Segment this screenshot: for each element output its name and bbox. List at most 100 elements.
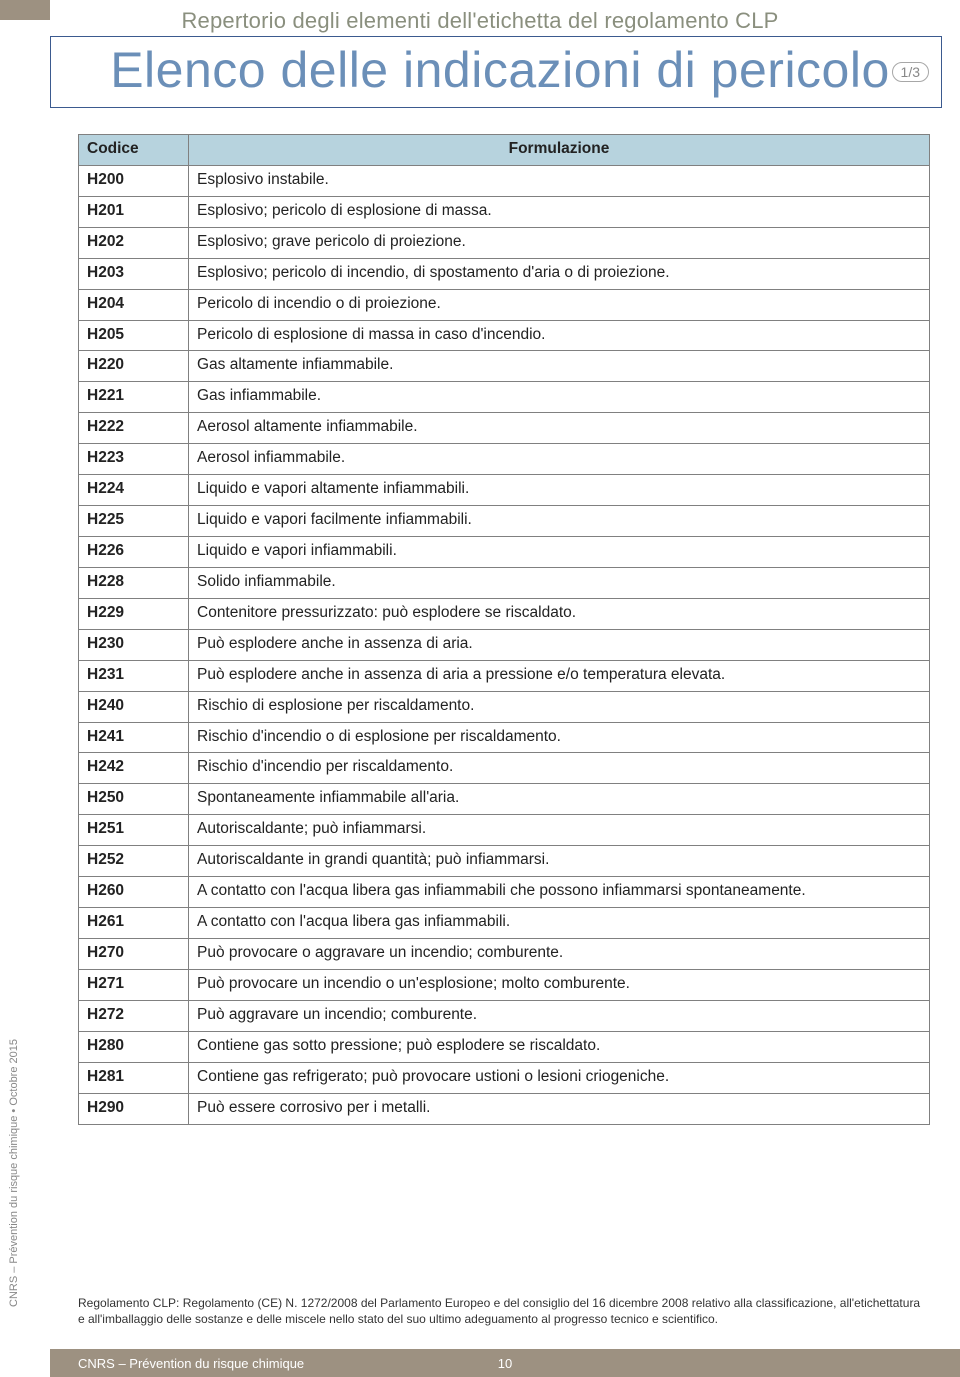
cell-code: H231 <box>79 660 189 691</box>
cell-code: H203 <box>79 258 189 289</box>
cell-formulation: Liquido e vapori facilmente infiammabili… <box>189 506 930 537</box>
cell-formulation: Pericolo di incendio o di proiezione. <box>189 289 930 320</box>
table-row: H225Liquido e vapori facilmente infiamma… <box>79 506 930 537</box>
cell-code: H250 <box>79 784 189 815</box>
header: Repertorio degli elementi dell'etichetta… <box>0 0 960 108</box>
side-credit: CNRS – Prévention du risque chimique • O… <box>8 1039 20 1307</box>
cell-formulation: A contatto con l'acqua libera gas infiam… <box>189 908 930 939</box>
table-row: H202Esplosivo; grave pericolo di proiezi… <box>79 227 930 258</box>
page-badge: 1/3 <box>892 62 929 82</box>
table-row: H223Aerosol infiammabile. <box>79 444 930 475</box>
table-row: H241Rischio d'incendio o di esplosione p… <box>79 722 930 753</box>
table-row: H221Gas infiammabile. <box>79 382 930 413</box>
cell-formulation: A contatto con l'acqua libera gas infiam… <box>189 877 930 908</box>
cell-code: H240 <box>79 691 189 722</box>
table-row: H204Pericolo di incendio o di proiezione… <box>79 289 930 320</box>
cell-formulation: Esplosivo instabile. <box>189 165 930 196</box>
table-row: H222Aerosol altamente infiammabile. <box>79 413 930 444</box>
pretitle: Repertorio degli elementi dell'etichetta… <box>0 8 960 34</box>
table-row: H229Contenitore pressurizzato: può esplo… <box>79 598 930 629</box>
cell-code: H221 <box>79 382 189 413</box>
cell-formulation: Esplosivo; grave pericolo di proiezione. <box>189 227 930 258</box>
cell-code: H280 <box>79 1031 189 1062</box>
cell-formulation: Può aggravare un incendio; comburente. <box>189 1000 930 1031</box>
cell-formulation: Liquido e vapori infiammabili. <box>189 536 930 567</box>
table-row: H224Liquido e vapori altamente infiammab… <box>79 475 930 506</box>
footnote: Regolamento CLP: Regolamento (CE) N. 127… <box>78 1295 930 1327</box>
cell-formulation: Liquido e vapori altamente infiammabili. <box>189 475 930 506</box>
cell-code: H204 <box>79 289 189 320</box>
title-bar: Elenco delle indicazioni di pericolo 1/3 <box>50 36 942 108</box>
cell-code: H223 <box>79 444 189 475</box>
table-row: H200Esplosivo instabile. <box>79 165 930 196</box>
col-header-formulation: Formulazione <box>189 135 930 166</box>
table-row: H251Autoriscaldante; può infiammarsi. <box>79 815 930 846</box>
cell-formulation: Gas infiammabile. <box>189 382 930 413</box>
cell-formulation: Contiene gas refrigerato; può provocare … <box>189 1062 930 1093</box>
cell-formulation: Può provocare un incendio o un'esplosion… <box>189 969 930 1000</box>
table-wrap: Codice Formulazione H200Esplosivo instab… <box>78 134 930 1125</box>
cell-code: H251 <box>79 815 189 846</box>
cell-code: H202 <box>79 227 189 258</box>
cell-formulation: Può esplodere anche in assenza di aria a… <box>189 660 930 691</box>
table-row: H290Può essere corrosivo per i metalli. <box>79 1093 930 1124</box>
cell-formulation: Rischio d'incendio per riscaldamento. <box>189 753 930 784</box>
cell-formulation: Può esplodere anche in assenza di aria. <box>189 629 930 660</box>
cell-code: H201 <box>79 196 189 227</box>
cell-code: H271 <box>79 969 189 1000</box>
cell-code: H228 <box>79 567 189 598</box>
cell-code: H226 <box>79 536 189 567</box>
table-row: H231Può esplodere anche in assenza di ar… <box>79 660 930 691</box>
cell-code: H270 <box>79 938 189 969</box>
cell-formulation: Autoriscaldante; può infiammarsi. <box>189 815 930 846</box>
cell-code: H242 <box>79 753 189 784</box>
cell-code: H229 <box>79 598 189 629</box>
table-row: H271Può provocare un incendio o un'esplo… <box>79 969 930 1000</box>
table-row: H205Pericolo di esplosione di massa in c… <box>79 320 930 351</box>
cell-formulation: Contenitore pressurizzato: può esplodere… <box>189 598 930 629</box>
table-row: H226Liquido e vapori infiammabili. <box>79 536 930 567</box>
cell-formulation: Aerosol altamente infiammabile. <box>189 413 930 444</box>
cell-formulation: Contiene gas sotto pressione; può esplod… <box>189 1031 930 1062</box>
cell-formulation: Rischio d'incendio o di esplosione per r… <box>189 722 930 753</box>
table-row: H252Autoriscaldante in grandi quantità; … <box>79 846 930 877</box>
cell-code: H222 <box>79 413 189 444</box>
table-row: H260A contatto con l'acqua libera gas in… <box>79 877 930 908</box>
cell-formulation: Aerosol infiammabile. <box>189 444 930 475</box>
table-row: H228Solido infiammabile. <box>79 567 930 598</box>
cell-code: H290 <box>79 1093 189 1124</box>
cell-formulation: Pericolo di esplosione di massa in caso … <box>189 320 930 351</box>
table-row: H261A contatto con l'acqua libera gas in… <box>79 908 930 939</box>
table-row: H272Può aggravare un incendio; comburent… <box>79 1000 930 1031</box>
table-row: H250Spontaneamente infiammabile all'aria… <box>79 784 930 815</box>
cell-formulation: Esplosivo; pericolo di incendio, di spos… <box>189 258 930 289</box>
cell-formulation: Può provocare o aggravare un incendio; c… <box>189 938 930 969</box>
cell-formulation: Autoriscaldante in grandi quantità; può … <box>189 846 930 877</box>
footer-text: CNRS – Prévention du risque chimique <box>78 1356 304 1371</box>
table-row: H220Gas altamente infiammabile. <box>79 351 930 382</box>
cell-code: H205 <box>79 320 189 351</box>
table-row: H270Può provocare o aggravare un incendi… <box>79 938 930 969</box>
cell-formulation: Gas altamente infiammabile. <box>189 351 930 382</box>
cell-code: H260 <box>79 877 189 908</box>
cell-formulation: Spontaneamente infiammabile all'aria. <box>189 784 930 815</box>
table-row: H242Rischio d'incendio per riscaldamento… <box>79 753 930 784</box>
cell-code: H241 <box>79 722 189 753</box>
table-row: H281Contiene gas refrigerato; può provoc… <box>79 1062 930 1093</box>
table-row: H201Esplosivo; pericolo di esplosione di… <box>79 196 930 227</box>
table-row: H240Rischio di esplosione per riscaldame… <box>79 691 930 722</box>
table-row: H203Esplosivo; pericolo di incendio, di … <box>79 258 930 289</box>
page-title: Elenco delle indicazioni di pericolo <box>71 41 929 99</box>
table-row: H230Può esplodere anche in assenza di ar… <box>79 629 930 660</box>
hazard-table: Codice Formulazione H200Esplosivo instab… <box>78 134 930 1125</box>
cell-formulation: Rischio di esplosione per riscaldamento. <box>189 691 930 722</box>
cell-code: H220 <box>79 351 189 382</box>
col-header-code: Codice <box>79 135 189 166</box>
cell-formulation: Può essere corrosivo per i metalli. <box>189 1093 930 1124</box>
table-header-row: Codice Formulazione <box>79 135 930 166</box>
cell-code: H224 <box>79 475 189 506</box>
cell-code: H230 <box>79 629 189 660</box>
cell-code: H252 <box>79 846 189 877</box>
footer-page-number: 10 <box>498 1356 512 1371</box>
cell-code: H225 <box>79 506 189 537</box>
